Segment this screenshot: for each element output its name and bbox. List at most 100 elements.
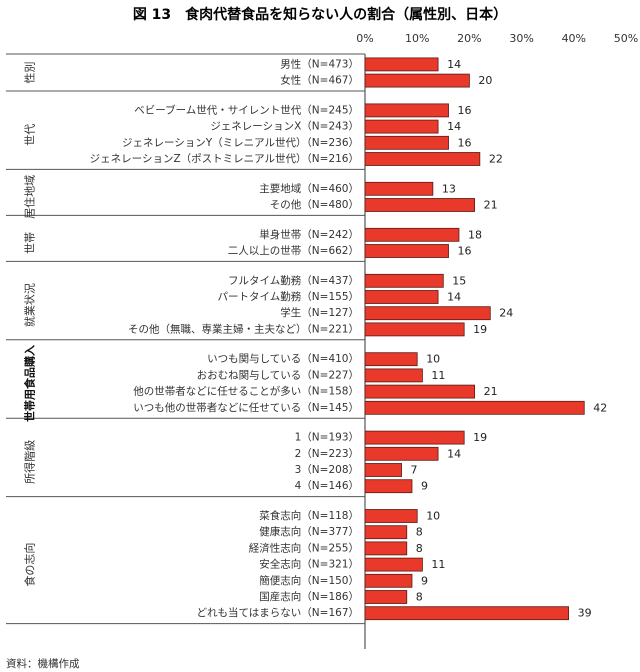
value-label: 39 bbox=[578, 607, 592, 620]
category-label: 安全志向（N=321） bbox=[259, 558, 359, 571]
bar bbox=[364, 430, 465, 445]
category-label: 単身世帯（N=242） bbox=[259, 228, 359, 241]
category-label: 4（N=146） bbox=[295, 480, 359, 492]
category-label: 簡便志向（N=150） bbox=[259, 574, 359, 587]
value-label: 24 bbox=[499, 307, 513, 320]
value-label: 14 bbox=[447, 447, 461, 460]
bar bbox=[364, 198, 476, 212]
bar bbox=[364, 352, 418, 367]
x-tick-label: 40% bbox=[562, 32, 586, 45]
x-tick-label: 20% bbox=[457, 32, 481, 45]
bar bbox=[364, 290, 439, 304]
category-label: いつも他の世帯者などに任せている（N=145） bbox=[133, 401, 359, 414]
category-label: 主要地域（N=460） bbox=[259, 182, 359, 195]
category-label: どれも当てはまらない（N=167） bbox=[197, 606, 359, 619]
category-label: 1（N=193） bbox=[295, 432, 359, 444]
bar bbox=[364, 509, 418, 523]
category-label: 3（N=208） bbox=[295, 464, 359, 476]
category-label: ベビーブーム世代・サイレント世代（N=245） bbox=[134, 103, 359, 116]
bar bbox=[364, 181, 434, 196]
bar bbox=[364, 446, 439, 461]
bar bbox=[364, 525, 408, 540]
bar bbox=[364, 103, 449, 118]
value-label: 9 bbox=[421, 574, 428, 587]
bar bbox=[364, 590, 408, 604]
group-label: 所得階級 bbox=[23, 440, 37, 484]
category-label: 国産志向（N=186） bbox=[259, 590, 359, 603]
value-label: 15 bbox=[452, 274, 466, 287]
source-note: 資料：機構作成 bbox=[6, 657, 80, 670]
category-label: おおむね関与している（N=227） bbox=[197, 369, 359, 381]
category-label: 学生（N=127） bbox=[280, 306, 359, 319]
bar bbox=[364, 573, 413, 588]
bar bbox=[364, 541, 408, 556]
bar bbox=[364, 606, 569, 621]
value-label: 10 bbox=[426, 353, 440, 366]
bar bbox=[364, 463, 402, 477]
category-label: 男性（N=473） bbox=[280, 57, 359, 70]
x-tick-label: 30% bbox=[509, 32, 533, 45]
chart-title: 図 13 食肉代替食品を知らない人の割合（属性別、日本） bbox=[133, 6, 507, 23]
category-label: フルタイム勤務（N=437） bbox=[228, 274, 359, 287]
bar bbox=[364, 557, 423, 572]
bar bbox=[364, 479, 413, 494]
category-label: いつも関与している（N=410） bbox=[207, 353, 359, 365]
category-label: その他（無職、専業主婦・主夫など）（N=221） bbox=[128, 322, 359, 335]
group-label: 世帯 bbox=[24, 232, 37, 254]
value-label: 14 bbox=[447, 58, 461, 71]
category-label: 二人以上の世帯（N=662） bbox=[228, 244, 359, 257]
value-label: 8 bbox=[416, 542, 423, 555]
category-label: パートタイム勤務（N=155） bbox=[218, 290, 359, 303]
x-tick-label: 0% bbox=[356, 32, 373, 45]
value-label: 13 bbox=[442, 182, 456, 195]
group-label: 世帯用食品購入 bbox=[23, 345, 37, 422]
value-label: 21 bbox=[484, 199, 498, 212]
value-label: 18 bbox=[468, 228, 482, 241]
x-tick-label: 50% bbox=[614, 32, 638, 45]
category-label: 健康志向（N=377） bbox=[259, 525, 359, 538]
bar bbox=[364, 73, 470, 88]
value-label: 11 bbox=[431, 369, 445, 382]
value-label: 20 bbox=[478, 74, 492, 87]
bar bbox=[364, 244, 449, 258]
x-axis-ticks: 0% 10% 20% 30% 40% 50% bbox=[356, 32, 638, 45]
category-label: 菜食志向（N=118） bbox=[259, 509, 359, 522]
value-label: 19 bbox=[473, 323, 487, 336]
chart-rows: 性別 男性（N=473） 14 女性（N=467） 20 世代 ベビーブーム世代・サイレント… bbox=[23, 57, 607, 621]
value-label: 16 bbox=[458, 245, 472, 258]
value-label: 22 bbox=[489, 153, 503, 166]
bar bbox=[364, 135, 449, 150]
value-label: 16 bbox=[458, 136, 472, 149]
group-label: 食の志向 bbox=[23, 543, 37, 587]
bar bbox=[364, 368, 423, 383]
value-label: 8 bbox=[416, 526, 423, 539]
value-label: 7 bbox=[411, 464, 418, 477]
value-label: 16 bbox=[458, 104, 472, 117]
bar bbox=[364, 306, 491, 321]
category-label: ジェネレーションZ（ポストミレニアル世代）（N=216） bbox=[90, 153, 359, 165]
bar bbox=[364, 152, 481, 166]
value-label: 8 bbox=[416, 591, 423, 604]
value-label: 21 bbox=[484, 385, 498, 398]
group-label: 性別 bbox=[23, 62, 37, 84]
value-label: 10 bbox=[426, 510, 440, 523]
group-label: 世代 bbox=[24, 124, 37, 146]
value-label: 42 bbox=[593, 401, 607, 414]
category-label: 2（N=223） bbox=[295, 448, 359, 460]
group-label: 居住地域 bbox=[23, 175, 37, 219]
category-label: ジェネレーションY（ミレニアル世代）（N=236） bbox=[122, 137, 359, 149]
bar bbox=[364, 227, 460, 242]
x-tick-label: 10% bbox=[405, 32, 429, 45]
value-label: 19 bbox=[473, 431, 487, 444]
bar bbox=[364, 384, 476, 399]
category-label: 経済性志向（N=255） bbox=[249, 541, 359, 554]
category-label: 他の世帯者などに任せることが多い（N=158） bbox=[133, 385, 359, 398]
category-label: その他（N=480） bbox=[270, 198, 359, 211]
category-label: ジェネレーションX（N=243） bbox=[210, 121, 359, 133]
value-label: 14 bbox=[447, 291, 461, 304]
category-label: 女性（N=467） bbox=[280, 74, 359, 87]
value-label: 11 bbox=[431, 558, 445, 571]
bar bbox=[364, 322, 465, 337]
bar bbox=[364, 400, 585, 415]
